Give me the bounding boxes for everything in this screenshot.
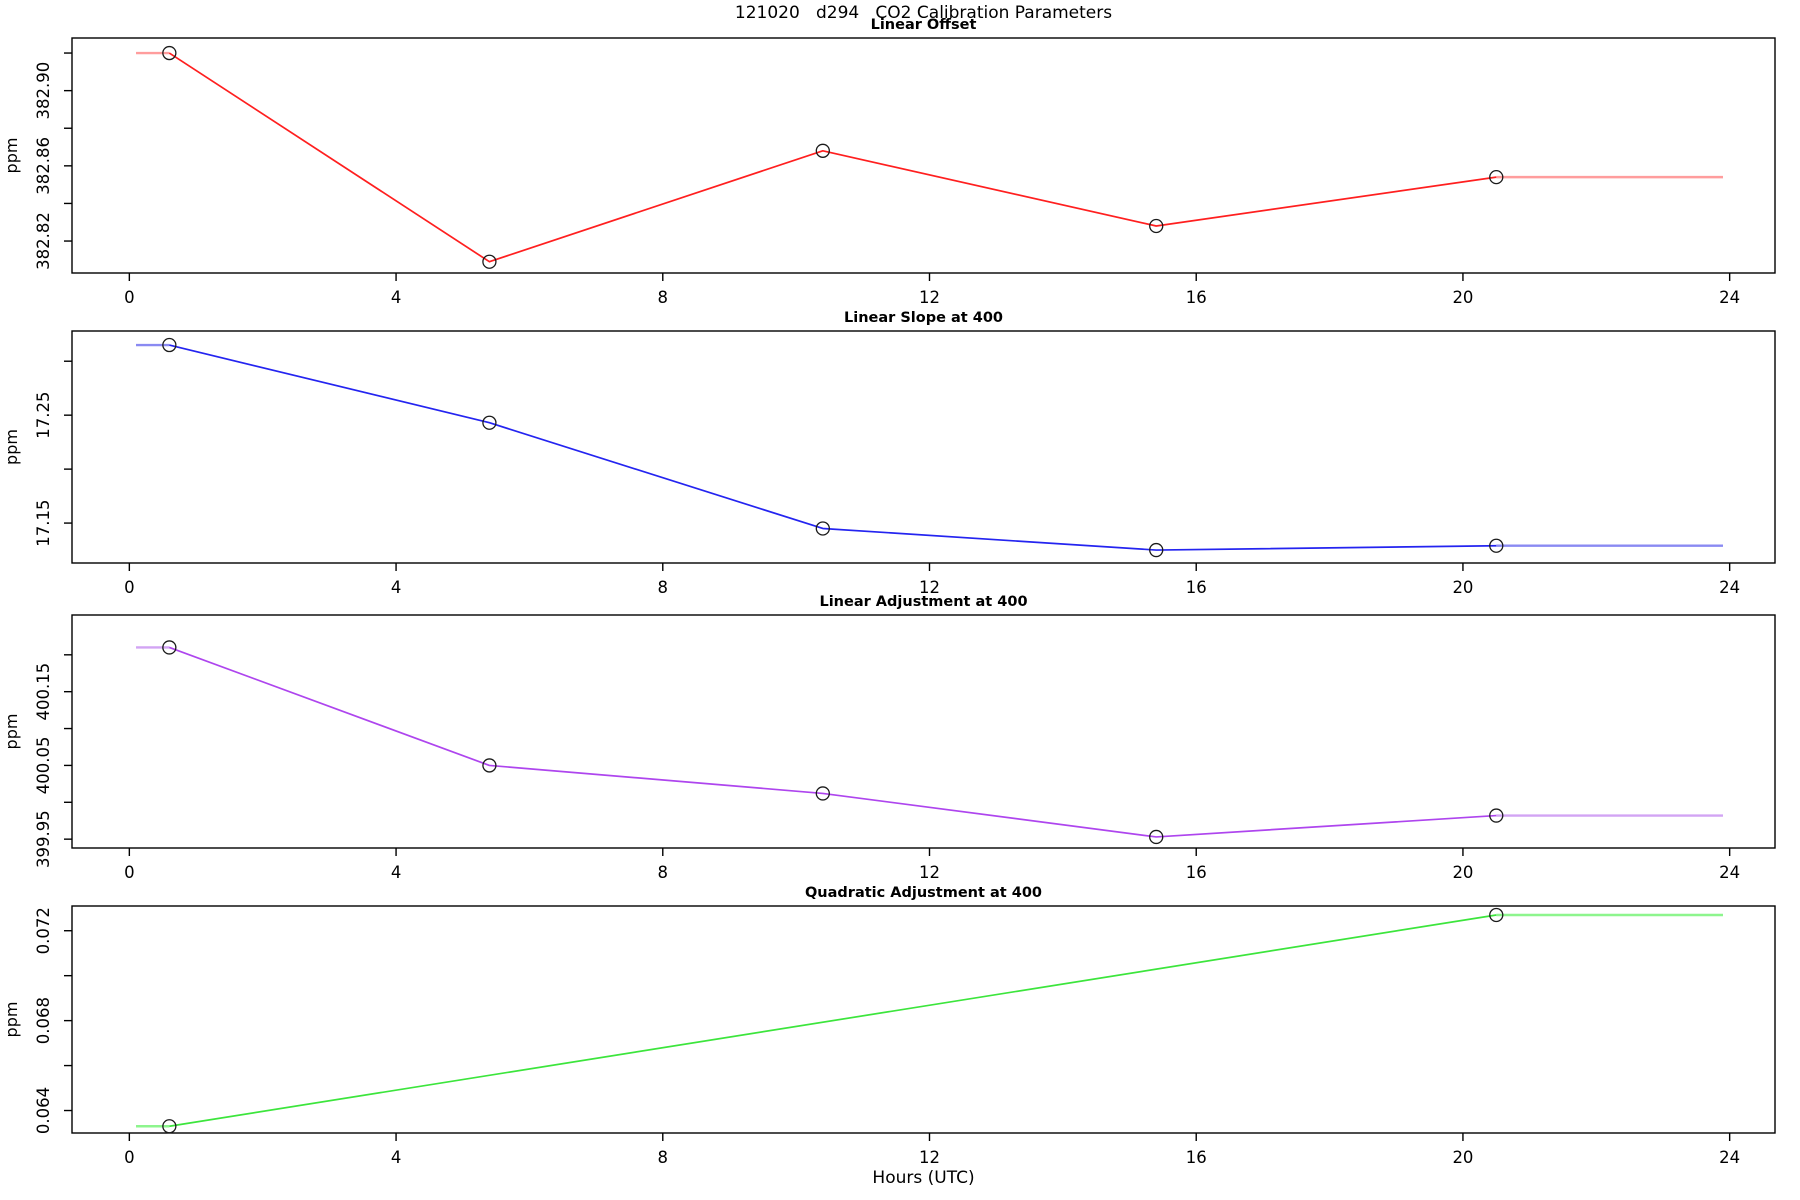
data-point-marker	[815, 786, 830, 801]
data-point-marker	[1489, 907, 1504, 923]
x-axis-label: Hours (UTC)	[872, 1168, 975, 1188]
panel-linear-offset: Linear Offset 0 4 8 12 16 20 24 382.82 382.86 382.…	[2, 17, 1776, 307]
x-tick-label: 8	[658, 1148, 669, 1167]
series-line	[169, 914, 1497, 1128]
series-line	[168, 52, 1497, 263]
panel-linear-slope-at-400: Linear Slope at 400 0 4 8 12 16 20 24 17.15 17.25…	[2, 310, 1776, 597]
x-tick-label: 8	[658, 288, 669, 307]
y-tick-label: 382.86	[34, 137, 53, 195]
x-tick-label: 12	[919, 578, 940, 597]
y-tick-label: 400.15	[34, 663, 53, 721]
y-tick-label: 0.064	[34, 1087, 53, 1134]
series-line	[169, 344, 1497, 551]
panel-linear-adjustment-at-400: Linear Adjustment at 400 0 4 8 12 16 20 24 399.9…	[2, 594, 1776, 882]
x-tick-label: 0	[124, 288, 135, 307]
x-tick-label: 8	[658, 863, 669, 882]
y-tick-label: 382.82	[34, 212, 53, 270]
series-line	[169, 646, 1497, 838]
plot-box	[71, 905, 1776, 1134]
data-point-marker	[482, 415, 497, 430]
y-tick-label: 17.25	[34, 392, 53, 439]
data-point-marker	[1149, 218, 1164, 234]
y-axis-label: ppm	[2, 429, 21, 465]
x-tick-label: 4	[391, 288, 402, 307]
y-tick-label: 400.05	[34, 737, 53, 795]
panel-title: Linear Slope at 400	[844, 310, 1003, 326]
x-tick-label: 0	[124, 863, 135, 882]
x-tick-label: 24	[1719, 1148, 1740, 1167]
x-tick-label: 24	[1719, 578, 1740, 597]
panel-title: Linear Offset	[871, 17, 977, 33]
data-point-marker	[482, 758, 497, 773]
y-axis-label: ppm	[2, 138, 21, 174]
x-tick-label: 24	[1719, 863, 1740, 882]
panel-title: Linear Adjustment at 400	[819, 594, 1027, 610]
data-point-marker	[1149, 829, 1164, 845]
x-tick-label: 20	[1452, 1148, 1473, 1167]
data-point-marker	[1489, 169, 1504, 185]
data-point-marker	[1489, 538, 1504, 553]
x-tick-label: 12	[919, 288, 940, 307]
data-point-marker	[815, 521, 830, 536]
x-tick-label: 4	[391, 863, 402, 882]
x-tick-label: 20	[1452, 863, 1473, 882]
panel-title: Quadratic Adjustment at 400	[805, 885, 1042, 901]
y-tick-label: 0.072	[34, 907, 53, 954]
plot-box	[71, 37, 1776, 274]
y-axis-label: ppm	[2, 714, 21, 750]
data-point-marker	[162, 640, 177, 655]
x-tick-label: 16	[1186, 1148, 1207, 1167]
x-tick-label: 12	[919, 863, 940, 882]
x-tick-label: 4	[391, 578, 402, 597]
data-point-marker	[162, 1119, 177, 1134]
x-tick-label: 12	[919, 1148, 940, 1167]
data-point-marker	[162, 337, 177, 353]
x-tick-label: 4	[391, 1148, 402, 1167]
plot-box	[71, 330, 1776, 564]
y-tick-label: 382.90	[34, 62, 53, 120]
x-tick-label: 0	[124, 578, 135, 597]
x-tick-label: 8	[658, 578, 669, 597]
x-tick-label: 16	[1186, 578, 1207, 597]
y-tick-label: 399.95	[34, 810, 53, 868]
panel-quadratic-adjustment-at-400: Quadratic Adjustment at 400 0 4 8 12 16 20 24 0.…	[2, 885, 1776, 1167]
x-tick-label: 20	[1452, 578, 1473, 597]
data-point-marker	[162, 45, 177, 61]
y-tick-label: 17.15	[34, 499, 53, 546]
data-point-marker	[815, 143, 830, 158]
data-point-marker	[482, 254, 497, 269]
data-point-marker	[1489, 808, 1504, 823]
x-tick-label: 20	[1452, 288, 1473, 307]
x-tick-label: 24	[1719, 288, 1740, 307]
data-point-marker	[1149, 542, 1164, 558]
x-tick-label: 16	[1186, 863, 1207, 882]
figure-title: 121020 d294 CO2 Calibration Parameters	[734, 3, 1113, 23]
y-axis-label: ppm	[2, 1002, 21, 1038]
x-tick-label: 0	[124, 1148, 135, 1167]
x-tick-label: 16	[1186, 288, 1207, 307]
plot-box	[71, 614, 1776, 849]
y-tick-label: 0.068	[34, 997, 53, 1044]
